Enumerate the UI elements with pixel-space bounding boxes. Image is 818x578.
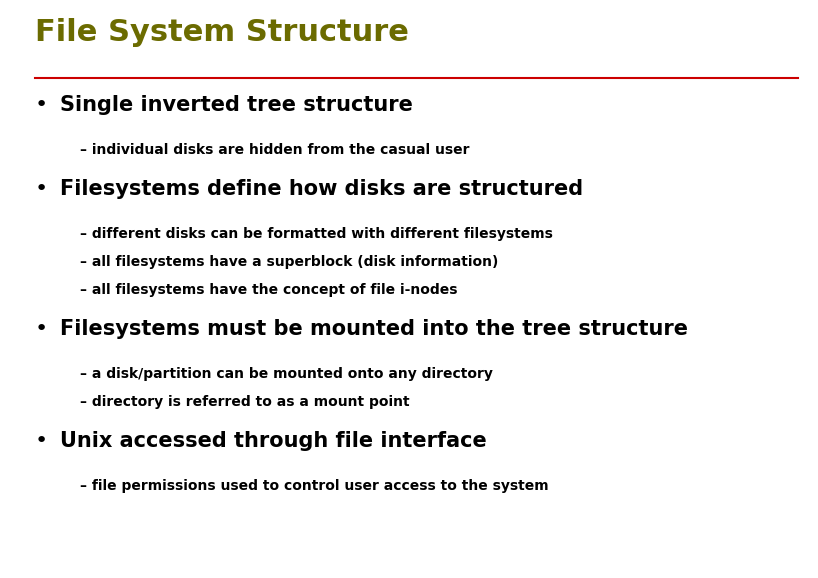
Text: – all filesystems have the concept of file i-nodes: – all filesystems have the concept of fi… [80, 283, 457, 297]
Text: File System Structure: File System Structure [35, 18, 409, 47]
Text: •: • [35, 431, 48, 451]
Text: •: • [35, 95, 48, 115]
Text: Filesystems define how disks are structured: Filesystems define how disks are structu… [60, 179, 583, 199]
Text: Single inverted tree structure: Single inverted tree structure [60, 95, 413, 115]
Text: – different disks can be formatted with different filesystems: – different disks can be formatted with … [80, 227, 553, 241]
Text: Filesystems must be mounted into the tree structure: Filesystems must be mounted into the tre… [60, 319, 688, 339]
Text: – file permissions used to control user access to the system: – file permissions used to control user … [80, 479, 549, 493]
Text: – all filesystems have a superblock (disk information): – all filesystems have a superblock (dis… [80, 255, 498, 269]
Text: •: • [35, 319, 48, 339]
Text: Unix accessed through file interface: Unix accessed through file interface [60, 431, 487, 451]
Text: – individual disks are hidden from the casual user: – individual disks are hidden from the c… [80, 143, 470, 157]
Text: – directory is referred to as a mount point: – directory is referred to as a mount po… [80, 395, 410, 409]
Text: •: • [35, 179, 48, 199]
Text: – a disk/partition can be mounted onto any directory: – a disk/partition can be mounted onto a… [80, 367, 493, 381]
